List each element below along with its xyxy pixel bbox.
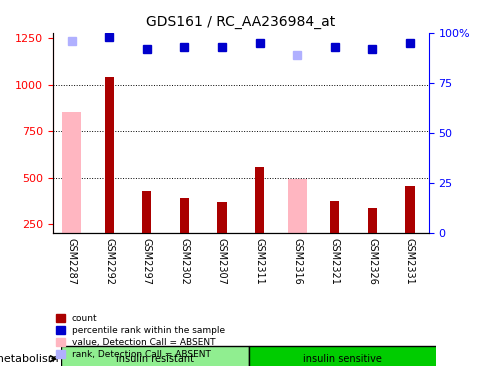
Bar [254,167,264,233]
Bar [404,186,414,233]
Title: GDS161 / RC_AA236984_at: GDS161 / RC_AA236984_at [146,15,334,29]
Bar [142,191,151,233]
Bar [367,208,376,233]
Bar [217,202,226,233]
Text: insulin resistant: insulin resistant [115,354,193,364]
Bar [62,112,81,233]
FancyBboxPatch shape [60,346,248,366]
Legend: count, percentile rank within the sample, value, Detection Call = ABSENT, rank, : count, percentile rank within the sample… [53,311,227,362]
Bar [287,179,306,233]
Bar [179,198,189,233]
Text: insulin sensitive: insulin sensitive [302,354,381,364]
Bar [329,201,339,233]
Text: metabolism: metabolism [0,354,59,364]
Bar [105,77,114,233]
FancyBboxPatch shape [248,346,436,366]
